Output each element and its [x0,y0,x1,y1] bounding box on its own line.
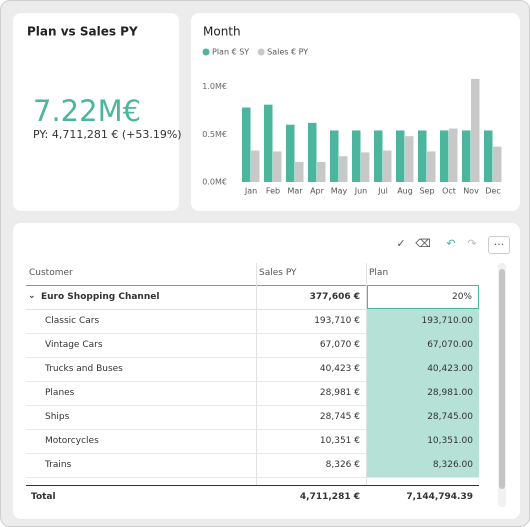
bar [251,150,260,182]
row-plan[interactable]: 28,981.00 [367,381,479,405]
bar [317,161,326,182]
kpi-title: Plan vs Sales PY [27,25,138,39]
row-divider [26,285,479,286]
row-name: Ships [45,412,70,422]
x-tick-label: Aug [397,187,413,196]
row-sales: 28,981 € [319,388,360,398]
row-plan[interactable]: 28,745.00 [367,405,479,429]
x-tick-label: Jan [244,187,257,196]
bar [396,130,405,182]
row-name: Vintage Cars [45,340,103,350]
kpi-value: 7.22M€ [33,94,141,128]
row-divider [26,309,479,310]
row-sales: 67,070 € [319,340,360,350]
bar [295,161,304,182]
column-header: Customer [29,268,73,278]
y-tick-label: 0.0M€ [202,178,227,187]
column-header: Sales PY [259,268,297,278]
bar [493,146,502,182]
undo-button[interactable]: ↶ [446,237,456,250]
bar [273,151,282,182]
legend-label: Plan € SY [212,48,249,57]
expand-icon[interactable]: ⌄ [28,291,36,301]
row-divider [26,477,479,478]
bar [242,107,251,182]
bar [352,130,361,182]
x-tick-label: Jun [354,187,368,196]
bar [264,104,273,182]
bar [440,130,449,182]
total-cell: 4,711,281 € [299,492,360,502]
total-cell: 7,144,794.39 [406,492,473,502]
row-divider [26,333,479,334]
bar [374,130,383,182]
scrollbar-thumb[interactable] [499,269,505,489]
bar [286,124,295,182]
x-tick-label: Apr [310,187,325,196]
row-sales: 10,351 € [319,436,360,446]
x-tick-label: Oct [442,187,456,196]
group-sales: 377,606 € [309,292,360,302]
x-tick-label: Jul [377,187,388,196]
bar [339,156,348,182]
row-plan[interactable]: 193,710.00 [367,309,479,333]
legend-marker [257,48,265,56]
bar [427,151,436,182]
bar [405,136,414,182]
kpi-card [13,13,179,211]
bar [330,130,339,182]
plan-input[interactable]: 20% [367,285,479,309]
x-tick-label: Dec [485,187,500,196]
accept-button[interactable]: ✓ [396,237,406,250]
row-divider [26,453,479,454]
row-divider [26,381,479,382]
row-name: Trucks and Buses [45,364,123,374]
column-divider [366,263,367,485]
clear-button[interactable]: ⌫ [415,237,431,250]
row-divider [26,485,479,486]
redo-button[interactable]: ↷ [467,237,477,250]
row-sales: 40,423 € [319,364,360,374]
x-tick-label: Sep [419,187,434,196]
row-name: Motorcycles [45,436,99,446]
column-divider [256,263,257,485]
bar [471,78,480,182]
row-sales: 8,326 € [325,460,360,470]
column-header: Plan [369,268,389,278]
group-name: Euro Shopping Channel [41,292,160,302]
more-button[interactable]: ··· [488,236,510,254]
row-divider [26,357,479,358]
row-sales: 193,710 € [314,316,360,326]
chart-title: Month [203,25,241,39]
x-tick-label: Nov [463,187,479,196]
row-plan[interactable]: 8,326.00 [367,453,479,477]
bar [308,122,317,182]
row-plan[interactable]: 67,070.00 [367,333,479,357]
legend-marker [202,48,210,56]
bar [383,150,392,182]
row-sales: 28,745 € [319,412,360,422]
row-divider [26,429,479,430]
y-tick-label: 0.5M€ [202,130,227,139]
x-tick-label: Feb [266,187,280,196]
x-tick-label: Mar [287,187,303,196]
bar [462,130,471,182]
row-name: Classic Cars [45,316,100,326]
kpi-subtitle: PY: 4,711,281 € (+53.19%) [33,128,182,141]
total-cell: Total [31,492,56,502]
x-tick-label: May [331,187,348,196]
bar [484,130,493,182]
y-tick-label: 1.0M€ [202,82,227,91]
bar [361,152,370,182]
bar [418,130,427,182]
row-name: Trains [45,460,72,470]
row-name: Planes [45,388,75,398]
row-plan[interactable]: 40,423.00 [367,357,479,381]
legend-label: Sales € PY [267,48,308,57]
row-plan[interactable]: 10,351.00 [367,429,479,453]
row-divider [26,405,479,406]
bar [449,128,458,182]
